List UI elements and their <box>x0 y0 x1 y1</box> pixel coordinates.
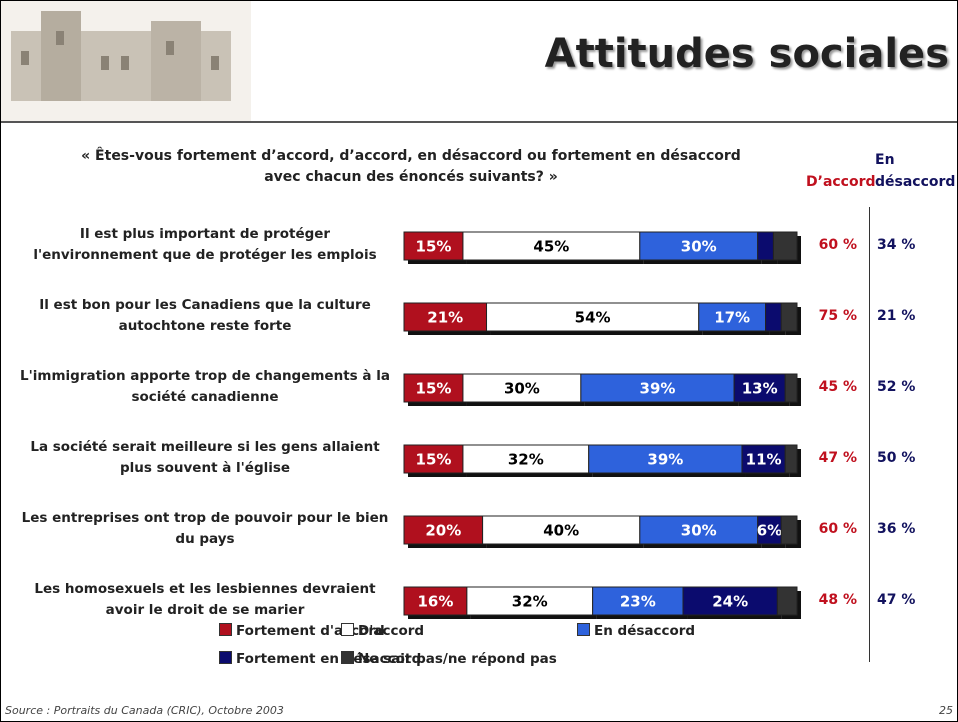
value-label: 54% <box>575 309 611 327</box>
category-label: La société serait meilleure si les gens … <box>16 437 394 479</box>
value-label: 6% <box>757 522 782 540</box>
total-label: 47 % <box>801 450 857 466</box>
category-label: Les homosexuels et les lesbiennes devrai… <box>16 579 394 621</box>
total-label: 21 % <box>877 308 915 324</box>
category-label: L'immigration apporte trop de changement… <box>16 366 394 408</box>
legend-label: En désaccord <box>594 623 695 639</box>
value-label: 40% <box>543 522 579 540</box>
value-label: 30% <box>504 380 540 398</box>
value-label: 11% <box>746 451 782 469</box>
value-label: 20% <box>425 522 461 540</box>
legend-swatch <box>341 623 354 636</box>
slide: Attitudes sociales « Êtes-vous fortement… <box>0 0 958 722</box>
value-label: 32% <box>512 593 548 611</box>
legend-swatch <box>219 623 232 636</box>
legend-swatch <box>219 651 232 664</box>
value-label: 13% <box>742 380 778 398</box>
legend-item: En désaccord <box>577 623 695 639</box>
category-label: Il est bon pour les Canadiens que la cul… <box>16 295 394 337</box>
legend-swatch <box>341 651 354 664</box>
bar-segment <box>785 374 797 402</box>
total-label: 75 % <box>801 308 857 324</box>
total-label: 34 % <box>877 237 915 253</box>
total-label: 60 % <box>801 521 857 537</box>
category-label: Les entreprises ont trop de pouvoir pour… <box>16 508 394 550</box>
value-label: 15% <box>416 380 452 398</box>
total-label: 45 % <box>801 379 857 395</box>
bar-segment <box>773 232 797 260</box>
total-label: 36 % <box>877 521 915 537</box>
legend-item: Ne sait pas/ne répond pas <box>341 651 557 667</box>
value-label: 23% <box>620 593 656 611</box>
source: Source : Portraits du Canada (CRIC), Oct… <box>5 704 284 717</box>
bar-segment <box>781 516 797 544</box>
bar-segment <box>758 232 774 260</box>
legend-label: D'accord <box>358 623 424 639</box>
total-label: 52 % <box>877 379 915 395</box>
bar-segment <box>781 303 797 331</box>
total-label: 60 % <box>801 237 857 253</box>
bar-segment <box>766 303 782 331</box>
legend-label: Ne sait pas/ne répond pas <box>358 651 557 667</box>
value-label: 30% <box>681 522 717 540</box>
total-label: 50 % <box>877 450 915 466</box>
category-label: Il est plus important de protéger l'envi… <box>16 224 394 266</box>
legend-swatch <box>577 623 590 636</box>
value-label: 17% <box>714 309 750 327</box>
value-label: 39% <box>647 451 683 469</box>
bar-segment <box>777 587 797 615</box>
value-label: 30% <box>681 238 717 256</box>
value-label: 16% <box>417 593 453 611</box>
value-label: 32% <box>508 451 544 469</box>
total-label: 47 % <box>877 592 915 608</box>
legend-item: D'accord <box>341 623 424 639</box>
value-label: 39% <box>640 380 676 398</box>
total-label: 48 % <box>801 592 857 608</box>
page-number: 25 <box>939 704 953 717</box>
value-label: 21% <box>427 309 463 327</box>
value-label: 45% <box>533 238 569 256</box>
value-label: 24% <box>712 593 748 611</box>
value-label: 15% <box>416 238 452 256</box>
value-label: 15% <box>416 451 452 469</box>
bar-segment <box>785 445 797 473</box>
